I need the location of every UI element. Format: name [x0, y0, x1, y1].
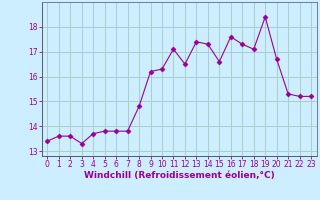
X-axis label: Windchill (Refroidissement éolien,°C): Windchill (Refroidissement éolien,°C) [84, 171, 275, 180]
